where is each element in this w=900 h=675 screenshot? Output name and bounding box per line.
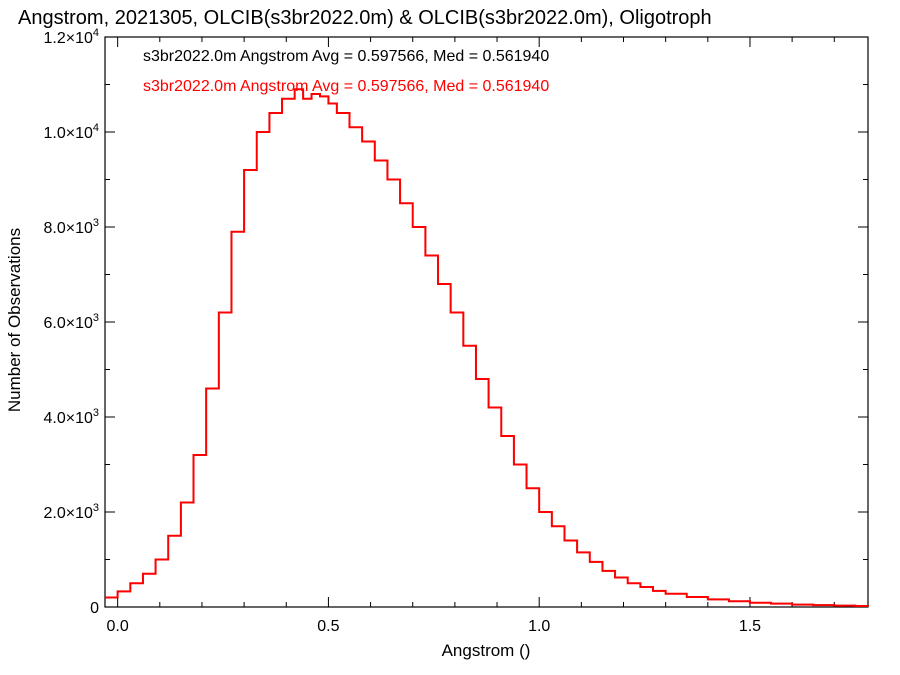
y-axis-label: Number of Observations: [5, 228, 24, 412]
y-tick-label: 4.0×103: [43, 407, 99, 427]
chart-title: Angstrom, 2021305, OLCIB(s3br2022.0m) & …: [18, 7, 712, 29]
y-tick-label: 8.0×103: [43, 217, 99, 237]
y-tick-label: 0: [90, 600, 99, 617]
y-tick-label: 6.0×103: [43, 312, 99, 332]
series-red-step-line: [105, 88, 869, 608]
x-axis: 0.0 0.5 1.0 1.5: [107, 37, 835, 635]
y-tick-label: 1.0×104: [43, 122, 99, 142]
legend: s3br2022.0m Angstrom Avg = 0.597566, Med…: [143, 48, 549, 95]
y-tick-label: 1.2×104: [43, 27, 99, 47]
y-axis: 0 2.0×103 4.0×103 6.0×103 8.0×103 1.0×104 1.2×…: [43, 27, 868, 617]
legend-entry-black: s3br2022.0m Angstrom Avg = 0.597566, Med…: [143, 48, 549, 65]
x-tick-label: 1.5: [739, 618, 761, 635]
x-tick-label: 0.0: [107, 618, 129, 635]
x-tick-label: 0.5: [317, 618, 339, 635]
y-tick-label: 2.0×103: [43, 502, 99, 522]
x-axis-label: Angstrom (): [442, 641, 531, 660]
legend-entry-red: s3br2022.0m Angstrom Avg = 0.597566, Med…: [143, 78, 549, 95]
series-layer: [105, 88, 869, 608]
x-tick-label: 1.0: [528, 618, 550, 635]
